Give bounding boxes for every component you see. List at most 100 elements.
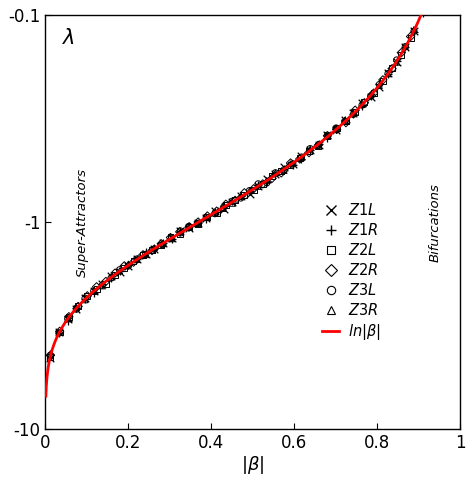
Point: [74, 302, 82, 310]
Point: [375, 83, 383, 91]
Point: [64, 315, 72, 323]
Point: [324, 132, 331, 140]
Point: [324, 132, 331, 140]
Point: [401, 43, 409, 51]
Point: [81, 294, 89, 302]
Point: [46, 351, 54, 359]
Point: [64, 315, 72, 323]
Point: [259, 180, 266, 188]
Point: [222, 200, 230, 208]
Point: [194, 218, 202, 226]
Point: [74, 302, 82, 310]
Point: [379, 77, 387, 85]
Point: [151, 245, 158, 253]
Point: [255, 181, 262, 189]
Point: [157, 240, 165, 248]
Point: [263, 179, 271, 187]
Point: [332, 124, 340, 132]
Point: [176, 228, 183, 236]
Point: [55, 329, 63, 337]
Point: [280, 163, 288, 170]
Point: [393, 57, 401, 64]
Point: [287, 159, 294, 167]
Point: [315, 141, 323, 149]
Point: [341, 116, 348, 124]
Point: [298, 152, 305, 160]
Point: [107, 274, 115, 282]
Point: [341, 116, 348, 123]
Point: [401, 43, 409, 50]
Point: [102, 278, 109, 286]
Point: [314, 142, 322, 150]
Point: [194, 219, 201, 227]
Point: [250, 186, 257, 194]
Point: [246, 187, 253, 195]
Point: [315, 141, 323, 149]
Point: [168, 234, 175, 242]
Point: [324, 134, 331, 141]
Point: [324, 133, 331, 140]
Point: [384, 70, 392, 78]
Point: [305, 149, 313, 156]
Point: [361, 99, 368, 106]
Point: [90, 287, 98, 295]
Point: [263, 177, 271, 184]
Point: [314, 141, 322, 149]
Point: [255, 180, 262, 188]
Point: [151, 245, 158, 253]
Point: [133, 255, 141, 263]
Point: [159, 241, 167, 248]
Point: [116, 267, 123, 275]
Point: [176, 227, 184, 235]
Point: [419, 6, 427, 14]
Point: [64, 318, 72, 325]
Legend: $\mathit{Z1L}$, $\mathit{Z1R}$, $\mathit{Z2L}$, $\mathit{Z2R}$, $\mathit{Z3L}$, : $\mathit{Z1L}$, $\mathit{Z1R}$, $\mathit…: [316, 196, 387, 348]
Point: [220, 205, 228, 213]
Point: [167, 234, 174, 242]
Point: [73, 304, 80, 312]
Point: [342, 119, 350, 126]
Point: [116, 268, 123, 275]
Point: [102, 280, 109, 287]
Point: [375, 80, 383, 88]
Point: [315, 141, 323, 149]
Point: [142, 248, 149, 256]
Point: [93, 285, 100, 293]
Point: [306, 146, 314, 153]
Point: [211, 210, 219, 217]
Point: [350, 109, 357, 117]
Point: [125, 261, 132, 269]
Point: [289, 161, 297, 168]
Point: [107, 272, 115, 279]
Point: [157, 241, 165, 249]
Point: [250, 185, 257, 193]
Point: [350, 109, 357, 117]
Point: [73, 305, 80, 313]
Point: [99, 281, 106, 289]
Point: [332, 126, 340, 134]
Point: [358, 102, 366, 109]
Point: [213, 210, 220, 217]
Point: [46, 350, 54, 358]
Text: Bifurcations: Bifurcations: [429, 183, 442, 262]
Point: [90, 287, 98, 295]
Point: [358, 101, 366, 109]
Point: [73, 305, 80, 313]
Point: [81, 294, 89, 302]
Point: [237, 192, 245, 199]
Point: [185, 222, 193, 229]
Point: [370, 89, 377, 97]
Point: [46, 351, 54, 359]
Text: Super-Attractors: Super-Attractors: [76, 168, 89, 277]
Point: [280, 166, 288, 174]
Point: [342, 118, 350, 125]
Point: [130, 257, 137, 265]
Point: [107, 273, 115, 281]
Point: [231, 197, 239, 204]
Point: [120, 264, 128, 272]
Point: [277, 169, 285, 177]
Point: [46, 351, 54, 359]
Point: [350, 110, 357, 118]
Point: [268, 172, 276, 180]
Point: [202, 213, 210, 221]
